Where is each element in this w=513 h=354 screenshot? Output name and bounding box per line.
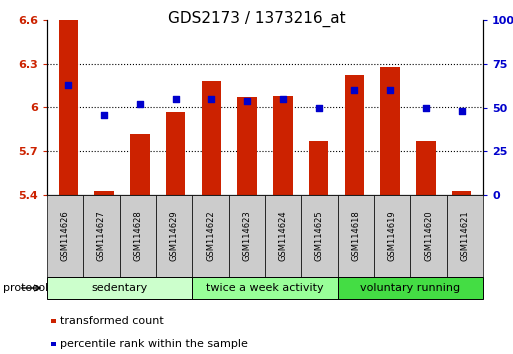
Text: GSM114621: GSM114621 [460,211,469,261]
Text: GSM114618: GSM114618 [351,211,360,261]
Bar [238,97,257,195]
Text: GSM114624: GSM114624 [279,211,288,261]
Point [314,105,323,110]
Text: GSM114623: GSM114623 [242,211,251,261]
Text: GSM114628: GSM114628 [133,211,142,261]
Bar [452,190,471,195]
Point [458,108,466,114]
Text: protocol: protocol [3,283,48,293]
Point [243,98,251,103]
Bar [94,190,114,195]
Text: transformed count: transformed count [60,316,164,326]
Point [64,82,72,87]
Point [171,96,180,102]
Text: GSM114619: GSM114619 [388,211,397,261]
Text: GSM114622: GSM114622 [206,211,215,261]
Bar [345,75,364,195]
Text: GSM114620: GSM114620 [424,211,433,261]
Bar [130,134,150,195]
Text: GDS2173 / 1373216_at: GDS2173 / 1373216_at [168,11,345,27]
Point [279,96,287,102]
Point [422,105,430,110]
Text: GSM114629: GSM114629 [170,211,179,261]
Text: twice a week activity: twice a week activity [206,283,324,293]
Bar [58,20,78,195]
Bar [416,141,436,195]
Text: voluntary running: voluntary running [360,283,460,293]
Bar [273,96,293,195]
Bar [166,112,186,195]
Text: sedentary: sedentary [91,283,148,293]
Text: GSM114625: GSM114625 [315,211,324,261]
Point [207,96,215,102]
Text: GSM114626: GSM114626 [61,211,70,261]
Bar [309,141,328,195]
Point [350,87,359,93]
Point [136,101,144,107]
Point [386,87,394,93]
Bar [380,67,400,195]
Text: GSM114627: GSM114627 [97,211,106,261]
Point [100,112,108,117]
Bar [202,81,221,195]
Text: percentile rank within the sample: percentile rank within the sample [60,339,248,349]
